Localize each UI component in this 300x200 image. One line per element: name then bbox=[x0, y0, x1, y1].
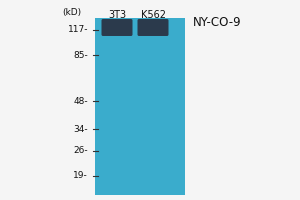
FancyBboxPatch shape bbox=[101, 19, 133, 36]
FancyBboxPatch shape bbox=[137, 19, 169, 36]
Text: 48-: 48- bbox=[74, 97, 88, 106]
Text: K562: K562 bbox=[140, 10, 166, 20]
Text: NY-CO-9: NY-CO-9 bbox=[193, 16, 242, 29]
Bar bbox=[95, 18, 185, 195]
Text: (kD): (kD) bbox=[62, 8, 82, 17]
Text: 85-: 85- bbox=[73, 51, 88, 60]
Text: 26-: 26- bbox=[74, 146, 88, 155]
Text: 3T3: 3T3 bbox=[108, 10, 126, 20]
Text: 117-: 117- bbox=[68, 25, 88, 34]
Text: 19-: 19- bbox=[73, 171, 88, 180]
Text: 34-: 34- bbox=[74, 125, 88, 134]
